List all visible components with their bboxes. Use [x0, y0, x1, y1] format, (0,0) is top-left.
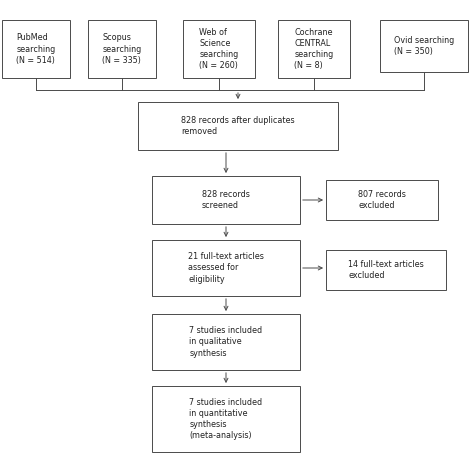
FancyBboxPatch shape: [326, 180, 438, 220]
FancyBboxPatch shape: [152, 314, 300, 370]
Text: 7 studies included
in quantitative
synthesis
(meta-analysis): 7 studies included in quantitative synth…: [190, 398, 263, 440]
FancyBboxPatch shape: [278, 20, 350, 78]
Text: 21 full-text articles
assessed for
eligibility: 21 full-text articles assessed for eligi…: [188, 252, 264, 284]
Text: 14 full-text articles
excluded: 14 full-text articles excluded: [348, 260, 424, 280]
FancyBboxPatch shape: [183, 20, 255, 78]
Text: 7 studies included
in qualitative
synthesis: 7 studies included in qualitative synthe…: [190, 326, 263, 358]
FancyBboxPatch shape: [380, 20, 468, 72]
Text: Ovid searching
(N = 350): Ovid searching (N = 350): [394, 36, 454, 56]
Text: Cochrane
CENTRAL
searching
(N = 8): Cochrane CENTRAL searching (N = 8): [294, 28, 334, 70]
FancyBboxPatch shape: [152, 176, 300, 224]
FancyBboxPatch shape: [138, 102, 338, 150]
FancyBboxPatch shape: [88, 20, 156, 78]
FancyBboxPatch shape: [2, 20, 70, 78]
Text: Scopus
searching
(N = 335): Scopus searching (N = 335): [102, 33, 142, 65]
FancyBboxPatch shape: [152, 386, 300, 452]
Text: 828 records after duplicates
removed: 828 records after duplicates removed: [181, 116, 295, 136]
FancyBboxPatch shape: [152, 240, 300, 296]
Text: Web of
Science
searching
(N = 260): Web of Science searching (N = 260): [200, 28, 238, 70]
FancyBboxPatch shape: [326, 250, 446, 290]
Text: 828 records
screened: 828 records screened: [202, 190, 250, 210]
Text: 807 records
excluded: 807 records excluded: [358, 190, 406, 210]
Text: PubMed
searching
(N = 514): PubMed searching (N = 514): [17, 33, 55, 65]
